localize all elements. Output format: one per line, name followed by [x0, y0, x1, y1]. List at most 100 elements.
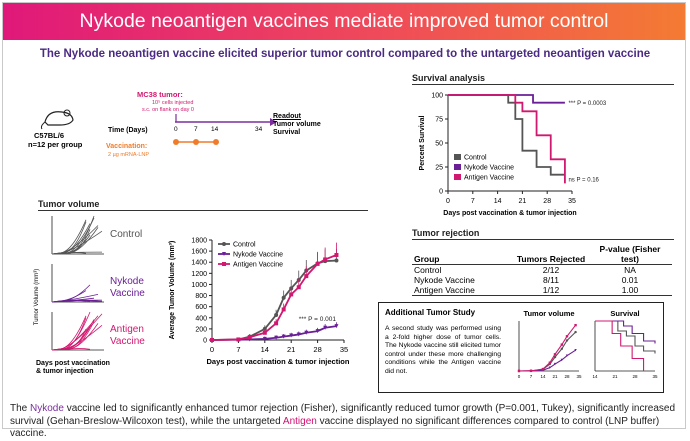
- data-point: [222, 242, 226, 246]
- x-tick-label: 28: [564, 374, 570, 379]
- vaccination-dot: [213, 139, 219, 145]
- data-point: [274, 321, 279, 326]
- x-tick-label: 14: [494, 198, 502, 205]
- x-tick-label: 7: [471, 198, 475, 205]
- tick-14: 14: [211, 126, 219, 133]
- y-axis-label: Percent Survival: [419, 116, 426, 171]
- spaghetti-label-nykode: Nykode Vaccine: [110, 276, 145, 299]
- table-header: Group: [414, 254, 440, 264]
- data-point: [334, 258, 339, 263]
- series-line: [518, 349, 576, 372]
- x-tick-label: 14: [592, 374, 598, 379]
- y-tick-label: 600: [195, 304, 207, 311]
- x-tick-label: 21: [612, 374, 618, 379]
- individual-curve: [51, 348, 91, 351]
- data-point: [548, 366, 552, 369]
- additional-text: A second study was performed using a 2-f…: [385, 325, 501, 375]
- y-tick-label: 1000: [191, 282, 207, 289]
- table-cell: 0.01: [621, 275, 639, 285]
- tumor-detail-1: 10⁵ cells injected: [152, 100, 194, 106]
- data-point: [574, 323, 577, 327]
- legend: Control Nykode Vaccine Antigen Vaccine: [454, 154, 514, 182]
- legend-swatch: [454, 154, 461, 160]
- y-tick-label: 0: [439, 189, 443, 196]
- data-point: [222, 262, 226, 266]
- x-tick-label: 7: [530, 374, 533, 379]
- data-point: [517, 369, 521, 373]
- data-point: [323, 325, 328, 330]
- legend-label: Control: [233, 242, 256, 249]
- tumor-detail-2: s.c. on flank on day 0: [142, 107, 194, 113]
- timeline: [173, 114, 277, 145]
- table-cell: 8/11: [543, 275, 559, 285]
- x-tick-label: 14: [540, 374, 546, 379]
- data-point: [553, 353, 557, 356]
- table-row: Antigen Vaccine 1/12 1.00: [412, 285, 672, 296]
- y-tick-label: 50: [435, 141, 443, 148]
- x-axis-label: Days post vaccination & tumor injection: [207, 357, 350, 366]
- x-tick-label: 7: [236, 345, 240, 354]
- table-cell: 2/12: [542, 265, 560, 275]
- data-point: [565, 335, 569, 338]
- x-tick-label: 35: [340, 345, 348, 354]
- data-point: [262, 336, 267, 341]
- legend-label: Nykode Vaccine: [233, 252, 283, 259]
- section-divider: [412, 239, 674, 240]
- data-point: [281, 307, 286, 312]
- legend-swatch: [454, 164, 461, 170]
- additional-study-box: Additional Tumor Study A second study wa…: [378, 302, 664, 393]
- survival-step: [595, 320, 656, 354]
- slide-frame: [2, 2, 686, 429]
- data-point: [262, 326, 267, 331]
- data-point: [334, 253, 339, 257]
- significance-label: ns P = 0.16: [568, 177, 599, 183]
- data-point: [210, 338, 214, 342]
- data-point: [323, 257, 328, 262]
- y-tick-label: 1600: [191, 249, 207, 256]
- series-antigen-vaccine: [210, 242, 339, 342]
- data-point: [296, 285, 301, 290]
- vaccination-dot: [193, 139, 199, 145]
- data-point: [553, 362, 557, 366]
- footer-antigen: Antigen: [282, 415, 317, 427]
- survival-chart: 0 25 50 75 100 0 7 14 21 28 35 Days post vaccinatio…: [419, 93, 607, 218]
- x-tick-label: 28: [313, 345, 321, 354]
- tumor-label: MC38 tumor:: [137, 90, 183, 99]
- footer-nykode: Nykode: [30, 403, 64, 414]
- x-tick-label: 21: [552, 374, 558, 379]
- x-tick-label: 14: [261, 345, 269, 354]
- data-point: [334, 324, 339, 329]
- readout-item: Survival: [273, 129, 301, 136]
- legend: Control Nykode Vaccine Antigen Vaccine: [218, 242, 283, 269]
- footer-text: The: [10, 403, 31, 414]
- survival-step-antigen-vaccine: [448, 94, 566, 184]
- x-tick-label: 35: [576, 374, 582, 379]
- spaghetti-xlabel-2: & tumor injection: [36, 368, 94, 375]
- additional-title: Additional Tumor Study: [385, 308, 476, 317]
- x-tick-label: 35: [652, 374, 658, 379]
- table-cell: Control: [414, 265, 442, 275]
- data-point: [574, 330, 577, 334]
- y-tick-label: 1400: [191, 260, 207, 267]
- table-cell: 1/12: [542, 285, 560, 295]
- survival-header: Survival analysis: [412, 73, 486, 83]
- table-header: Tumors Rejected: [516, 254, 586, 264]
- survival-step: [595, 320, 656, 344]
- additional-tumor-volume-chart: Tumor volume 0 7 14 21 28 35: [517, 309, 582, 379]
- table-cell: NA: [624, 265, 636, 275]
- y-tick-label: 100: [431, 93, 443, 100]
- table-cell: Nykode Vaccine: [414, 275, 475, 285]
- survival-step-control: [448, 94, 565, 176]
- data-point: [560, 358, 564, 362]
- tumor-growth-chart: 0 200 400 600 800 1000 1200 1400 1600 1800 0 7 14 21 2…: [169, 238, 350, 367]
- data-point: [553, 355, 557, 359]
- mini-chart-title: Tumor volume: [523, 309, 574, 318]
- y-tick-label: 800: [195, 293, 207, 300]
- data-point: [565, 354, 569, 357]
- spaghetti-label-control: Control: [110, 229, 142, 240]
- data-point: [315, 329, 320, 334]
- legend-label: Antigen Vaccine: [464, 175, 514, 182]
- x-tick-label: 0: [210, 345, 214, 354]
- y-tick-label: 1800: [191, 238, 207, 245]
- individual-curve: [51, 300, 87, 303]
